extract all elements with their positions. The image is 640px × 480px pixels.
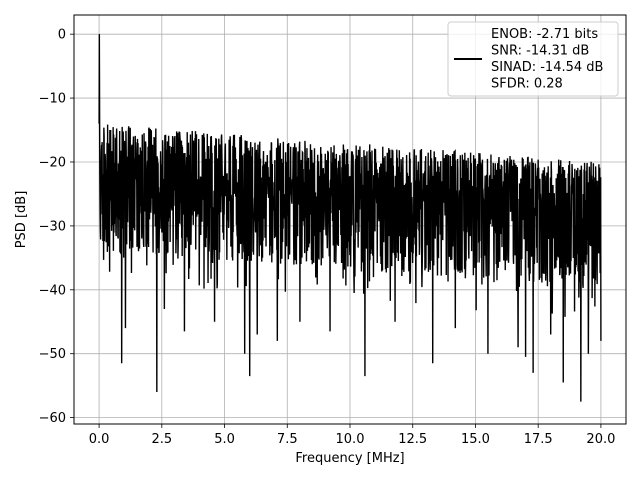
y-tick-label: −40 (39, 283, 66, 298)
x-tick-label: 12.5 (398, 432, 427, 447)
y-tick-label: −60 (39, 411, 66, 426)
y-axis-ticks: 0 −10 −20 −30 −40 −50 −60 (39, 28, 74, 426)
x-tick-label: 20.0 (586, 432, 615, 447)
x-tick-label: 10.0 (336, 432, 365, 447)
series-layer (98, 34, 602, 402)
psd-series-line (98, 34, 602, 402)
legend-sfdr: SFDR: 0.28 (491, 77, 563, 92)
x-tick-label: 17.5 (524, 432, 553, 447)
x-tick-label: 15.0 (461, 432, 490, 447)
legend-enob: ENOB: -2.71 bits (491, 27, 598, 42)
y-tick-label: −30 (39, 219, 66, 234)
y-tick-label: 0 (58, 28, 66, 43)
legend-box (447, 21, 619, 97)
legend-snr: SNR: -14.31 dB (491, 44, 589, 59)
y-tick-label: −20 (39, 155, 66, 170)
x-tick-label: 0.0 (89, 432, 110, 447)
y-tick-label: −50 (39, 347, 66, 362)
x-axis-label: Frequency [MHz] (295, 451, 404, 466)
y-axis-label: PSD [dB] (14, 191, 29, 249)
x-tick-label: 7.5 (277, 432, 298, 447)
x-tick-label: 5.0 (214, 432, 235, 447)
legend: ENOB: -2.71 bits SNR: -14.31 dB SINAD: -… (447, 21, 619, 97)
x-axis-ticks: 0.0 2.5 5.0 7.5 10.0 12.5 15.0 17.5 20.0 (89, 424, 615, 447)
legend-sinad: SINAD: -14.54 dB (491, 60, 603, 75)
y-tick-label: −10 (39, 92, 66, 107)
x-tick-label: 2.5 (151, 432, 172, 447)
